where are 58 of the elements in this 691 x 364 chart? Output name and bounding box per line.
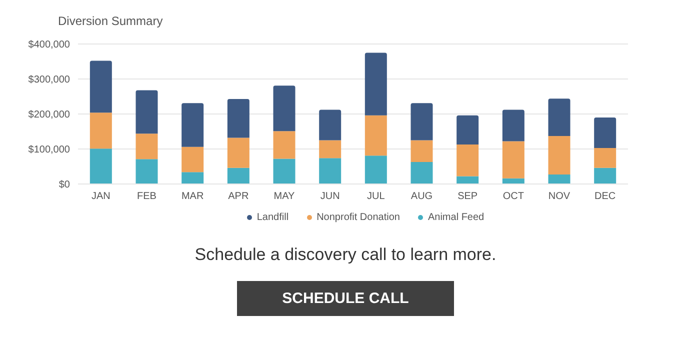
x-tick-label: MAR	[181, 191, 204, 202]
x-tick-label: SEP	[458, 191, 478, 202]
bar	[182, 103, 204, 147]
bar	[456, 115, 479, 144]
y-tick-label: $200,000	[28, 110, 70, 121]
bar	[456, 176, 479, 184]
x-tick-label: MAY	[274, 191, 296, 202]
bar	[319, 158, 342, 184]
x-tick-label: JUL	[367, 191, 386, 202]
bar	[90, 112, 112, 149]
bar	[502, 110, 524, 142]
bar	[227, 98, 250, 138]
bar	[548, 174, 570, 184]
y-tick-label: $300,000	[28, 74, 70, 86]
bar	[273, 86, 296, 132]
bar	[594, 148, 616, 168]
chart-title: Diversion Summary	[58, 14, 164, 28]
bar	[273, 158, 296, 184]
bar	[410, 162, 433, 184]
bar	[90, 60, 112, 113]
bar	[594, 118, 616, 148]
y-tick-label: $400,000	[28, 40, 70, 51]
schedule-call-button: SCHEDULE CALL	[237, 281, 454, 316]
bar	[136, 134, 158, 160]
legend-label: Nonprofit Donation	[316, 212, 400, 223]
bar	[90, 148, 112, 184]
bar	[364, 115, 387, 156]
legend-label: Animal Feed	[428, 212, 484, 223]
bar	[548, 98, 570, 136]
y-tick-label: $0	[58, 180, 70, 191]
bar	[136, 159, 158, 184]
x-tick-label: JAN	[91, 191, 110, 202]
y-tick-label: $100,000	[28, 144, 70, 156]
bar	[548, 136, 570, 175]
x-tick-label: OCT	[502, 191, 524, 202]
bar	[273, 131, 296, 159]
bar	[456, 144, 479, 176]
bar	[136, 90, 158, 134]
bar	[364, 52, 387, 116]
bar	[594, 168, 616, 184]
bar	[182, 146, 204, 172]
x-tick-label: JUN	[320, 191, 340, 202]
x-tick-label: NOV	[548, 191, 570, 202]
bar	[502, 141, 524, 178]
x-tick-label: DEC	[594, 191, 616, 202]
bar	[319, 140, 342, 158]
x-tick-label: AUG	[410, 191, 433, 202]
bar	[410, 103, 433, 140]
legend-label: Landfill	[256, 212, 289, 223]
bar	[227, 138, 250, 168]
x-tick-label: FEB	[137, 191, 157, 202]
bar	[410, 140, 433, 162]
bar	[364, 156, 387, 184]
bar	[182, 172, 204, 184]
bar	[227, 168, 250, 184]
text: Schedule a discovery call to learn more.	[194, 245, 498, 265]
x-tick-label: APR	[228, 191, 249, 202]
bar	[319, 110, 342, 140]
